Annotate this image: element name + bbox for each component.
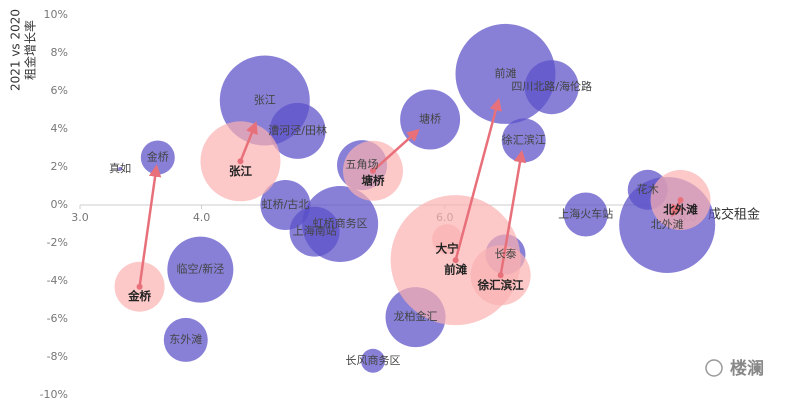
bubble-label: 前滩 [494,66,516,80]
bubble-label: 五角场 [346,157,379,171]
bubble [118,166,123,171]
bubble [163,317,208,362]
arrow [372,128,420,172]
bubble-label: 漕河泾/田林 [268,123,327,137]
bubble-label: 金桥 [127,289,151,303]
x-axis-title: 成交租金 [708,207,760,223]
bubble-label: 临空/新泾 [176,262,224,276]
y-tick-label: -2% [47,236,68,249]
y-tick-label: 0% [51,198,68,211]
watermark: 楼澜 [730,358,764,379]
bubble [360,348,385,373]
y-tick-label: 2% [51,160,68,173]
y-tick-label: -10% [40,388,68,401]
bubble-label: 真如 [109,161,131,175]
bubble-label: 北外滩 [663,203,698,217]
watermark-icon [705,359,723,377]
bubble-label: 金桥 [147,150,169,164]
bubble-label: 龙柏金汇 [394,309,438,323]
bubble-label: 张江 [229,164,252,178]
bubble-label: 塘桥 [361,173,384,187]
bubble-label: 虹桥商务区 [313,216,368,230]
arrow [138,164,162,287]
y-tick-label: 4% [51,122,68,135]
bubble-label: 上海火车站 [558,207,613,221]
arrow-dot [237,158,244,165]
y-tick-label: -6% [47,312,68,325]
bubble-label: 北外滩 [651,217,684,231]
x-tick-label: 3.0 [71,211,89,224]
bubble-label: 前滩 [444,263,467,277]
bubble [501,118,546,163]
arrow [454,98,502,261]
y-tick-label: 8% [51,46,68,59]
bubble-label: 四川北路/海伦路 [511,79,592,93]
arrow-dot [452,257,459,264]
bubble-label: 塘桥 [419,112,441,126]
bubble-label: 长风商务区 [345,353,400,367]
bubble [269,102,326,159]
bubble [563,192,608,237]
y-tick-label: -8% [47,350,68,363]
arrow-dot [369,167,376,174]
bubble-label: 张江 [254,94,276,107]
arrow-dot [136,283,143,290]
bubble-label: 上海南站 [293,224,337,238]
bubble-label: 东外滩 [169,332,202,346]
bubble [302,186,379,262]
y-tick-label: -4% [47,274,68,287]
arrow [499,149,527,276]
arrow-dot [497,272,504,279]
arrow-dot [677,197,684,204]
y-axis-title: 租金增长率 [23,20,38,80]
y-axis-title: 2021 vs 2020 [9,9,23,91]
bubble-label: 虹桥/古北 [262,198,310,211]
bubble-label: 徐汇滨江 [502,132,546,146]
bubble [432,224,463,255]
bubble [524,60,579,115]
bubble-label: 大宁 [436,242,459,256]
bubble-label: 长泰 [494,246,516,260]
bubble [167,236,234,303]
x-tick-label: 4.0 [193,211,211,224]
bubble-label: 花木 [637,183,659,196]
bubble-label: 徐汇滨江 [477,278,524,292]
arrow [239,121,258,162]
y-tick-label: 10% [44,8,68,21]
y-tick-label: 6% [51,84,68,97]
